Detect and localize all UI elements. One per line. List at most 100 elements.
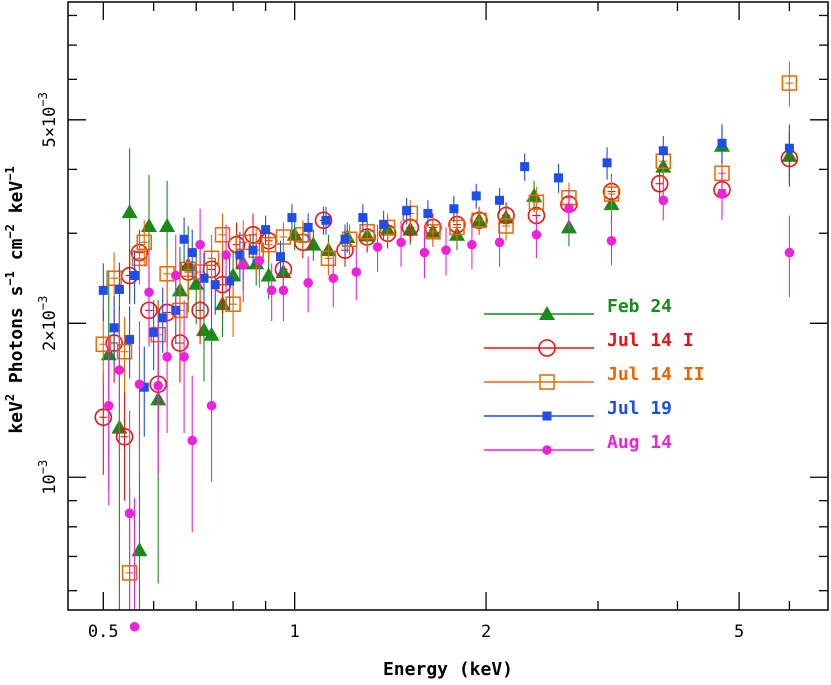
data-point <box>419 247 430 258</box>
data-point <box>158 313 168 323</box>
data-point <box>650 174 669 193</box>
data-point <box>784 247 795 258</box>
data-point <box>221 250 231 260</box>
data-point <box>144 287 154 298</box>
data-point <box>425 224 441 240</box>
data-point <box>287 213 297 223</box>
data-point <box>471 212 487 229</box>
data-point <box>658 146 668 156</box>
legend-item: Jul 14 II <box>484 364 705 390</box>
data-point <box>106 270 122 286</box>
series-jul-19 <box>98 124 794 437</box>
legend-item: Feb 24 <box>484 296 672 320</box>
data-point <box>109 323 119 333</box>
data-point <box>130 271 140 281</box>
data-point <box>606 236 617 246</box>
data-point <box>467 239 477 250</box>
data-point <box>199 273 209 283</box>
data-point <box>449 204 459 214</box>
data-point <box>94 408 113 427</box>
data-point <box>248 245 258 255</box>
legend-marker <box>539 374 555 390</box>
data-point <box>781 75 798 91</box>
legend-label: Feb 24 <box>607 296 672 317</box>
data-point <box>162 352 172 362</box>
data-point <box>303 278 313 288</box>
data-point <box>303 222 313 232</box>
data-point <box>195 239 205 250</box>
data-point <box>206 400 217 411</box>
data-point <box>153 380 164 391</box>
legend-marker <box>542 411 552 421</box>
data-point <box>254 256 265 266</box>
data-point <box>495 195 505 205</box>
data-point <box>225 276 235 286</box>
data-point <box>131 250 148 267</box>
data-point <box>180 261 196 278</box>
data-point <box>115 427 134 446</box>
data-point <box>191 301 209 320</box>
data-point <box>260 267 277 282</box>
data-point <box>170 270 181 281</box>
axis-ticks <box>68 2 828 610</box>
data-point <box>139 382 149 392</box>
plot-frame <box>67 1 829 611</box>
data-point <box>261 225 271 235</box>
data-point <box>266 285 277 296</box>
data-point <box>149 327 159 337</box>
x-axis-title: Energy (keV) <box>383 659 513 680</box>
data-point <box>134 379 145 390</box>
data-point <box>125 334 135 344</box>
data-point <box>187 248 197 258</box>
data-point <box>494 237 505 248</box>
data-point <box>278 285 289 296</box>
data-point <box>276 252 286 262</box>
y-axis-title: keV2 Photons s−1 cm−2 keV−1 <box>3 166 27 433</box>
legend-label: Aug 14 <box>607 432 672 453</box>
legend-marker <box>538 339 556 357</box>
data-point <box>129 621 140 632</box>
data-point <box>159 217 176 232</box>
legend-label: Jul 14 I <box>607 330 694 351</box>
data-point <box>396 237 406 248</box>
x-tick-label: 2 <box>481 622 491 642</box>
y-tick-labels: 10−3 2×10−3 5×10−3 <box>36 92 60 495</box>
data-point <box>372 242 383 252</box>
series-jul-14-i <box>94 133 799 501</box>
data-point <box>564 203 574 214</box>
x-tick-labels: 0.5 1 2 5 <box>88 622 744 642</box>
data-point <box>203 250 220 267</box>
data-point <box>295 227 311 243</box>
legend-marker <box>539 306 555 320</box>
data-point <box>603 186 620 202</box>
data-point <box>140 217 157 232</box>
data-point <box>340 234 350 244</box>
data-point <box>214 227 231 243</box>
x-tick-label: 5 <box>734 622 744 642</box>
data-point <box>784 143 794 153</box>
data-point <box>520 162 530 172</box>
data-point <box>441 245 451 255</box>
data-point <box>114 284 124 294</box>
data-point <box>554 173 564 183</box>
data-point <box>449 219 465 236</box>
data-point <box>351 267 362 277</box>
data-point <box>95 336 112 353</box>
data-point <box>98 285 108 295</box>
data-point <box>203 326 220 341</box>
legend-label: Jul 19 <box>607 398 672 419</box>
data-point <box>359 224 375 240</box>
y-tick-label: 10−3 <box>36 460 60 495</box>
data-point <box>528 194 545 210</box>
series-layer <box>94 61 799 632</box>
y-tick-label: 5×10−3 <box>36 92 60 147</box>
y-tick-label: 2×10−3 <box>36 296 60 351</box>
data-point <box>131 542 148 557</box>
data-point <box>286 226 303 241</box>
x-tick-label: 0.5 <box>88 622 119 642</box>
data-point <box>260 236 277 253</box>
legend-label: Jul 14 II <box>607 364 705 385</box>
data-point <box>210 280 220 290</box>
data-point <box>602 158 612 168</box>
